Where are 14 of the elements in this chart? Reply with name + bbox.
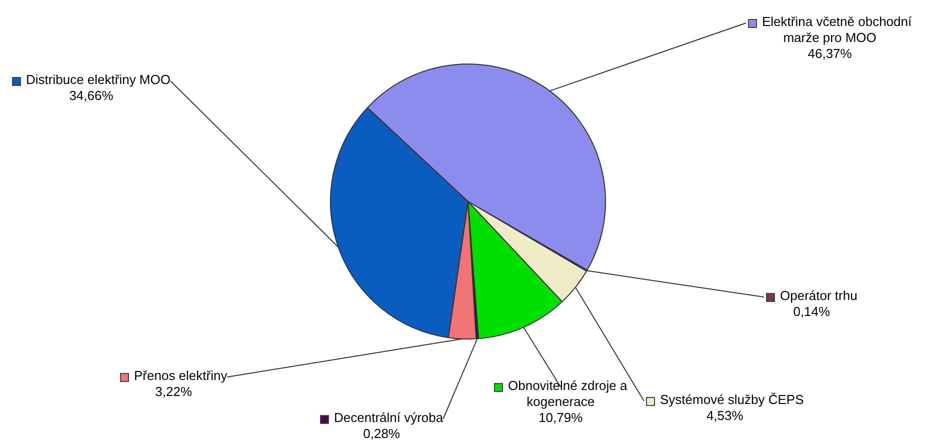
legend-label: Decentrální výroba xyxy=(334,410,444,426)
data-label: 0,14% xyxy=(793,304,831,320)
legend-label: Distribuce elektřiny MOO xyxy=(26,72,170,88)
data-label: 0,28% xyxy=(363,426,400,442)
legend-label: Systémové služby ČEPS xyxy=(660,392,804,408)
data-label: 4,53% xyxy=(706,408,744,424)
data-label: 46,37% xyxy=(808,46,852,62)
data-label: 3,22% xyxy=(155,384,192,400)
legend-label: Elektřina včetně obchodní marže pro MOO xyxy=(762,14,912,46)
legend-label: Přenos elektřiny xyxy=(134,368,228,384)
legend-label: Obnovitelné zdroje a kogenerace xyxy=(508,378,628,410)
data-label: 34,66% xyxy=(69,88,114,104)
legend-label: Operátor trhu xyxy=(780,288,858,304)
data-label: 10,79% xyxy=(538,410,584,426)
